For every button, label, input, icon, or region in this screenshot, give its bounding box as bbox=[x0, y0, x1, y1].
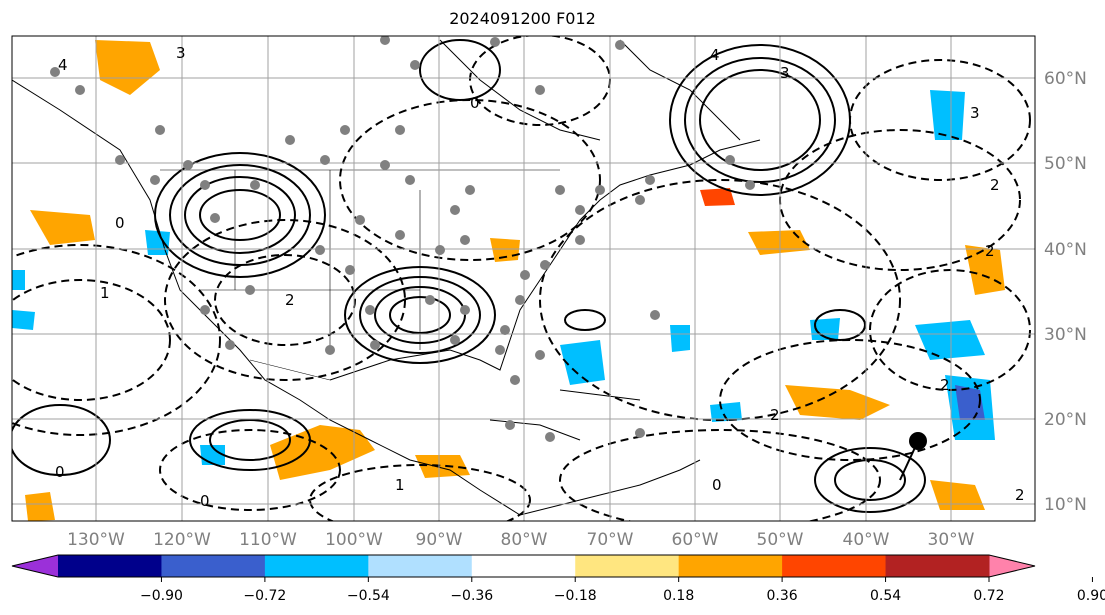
colorbar-segment bbox=[575, 555, 680, 577]
map-frame bbox=[11, 35, 1036, 522]
shade-orange bbox=[965, 245, 1005, 295]
colorbar-tick-label: −0.36 bbox=[450, 588, 493, 604]
shade-blue bbox=[12, 310, 35, 330]
colorbar-segment bbox=[368, 555, 473, 577]
colorbar-segment bbox=[471, 555, 576, 577]
colorbar-segment bbox=[264, 555, 369, 577]
contour-label: 2 bbox=[985, 242, 995, 260]
shade-darkblue bbox=[955, 385, 985, 420]
lon-label: 120°W bbox=[153, 530, 211, 550]
contour-label: 0 bbox=[470, 94, 480, 112]
lat-label: 50°N bbox=[1044, 154, 1087, 174]
map-title: 2024091200 F012 bbox=[449, 9, 596, 28]
shade-blue bbox=[670, 325, 690, 352]
shade-blue bbox=[930, 90, 965, 140]
colorbar-segment bbox=[58, 555, 162, 577]
contour-label: 1 bbox=[395, 476, 405, 494]
colorbar-tick-label: 0.36 bbox=[767, 588, 798, 604]
shade-orange bbox=[415, 455, 470, 478]
longitude-labels: 130°W 120°W 110°W 100°W 90°W 80°W 70°W 6… bbox=[67, 530, 975, 550]
colorbar-segment bbox=[161, 555, 266, 577]
shade-orange bbox=[95, 40, 160, 95]
colorbar-tick-label: 0.18 bbox=[663, 588, 694, 604]
latitude-labels: 60°N 50°N 40°N 30°N 20°N 10°N bbox=[1044, 69, 1087, 515]
colorbar-tick-label: −0.90 bbox=[140, 588, 183, 604]
lat-label: 40°N bbox=[1044, 240, 1087, 260]
colorbar-segment bbox=[782, 555, 887, 577]
lat-label: 30°N bbox=[1044, 325, 1087, 345]
shade-blue bbox=[560, 340, 605, 385]
contour-label: 2 bbox=[285, 291, 295, 309]
shade-blue bbox=[145, 230, 170, 255]
shade-orange bbox=[270, 425, 375, 480]
colorbar-segment bbox=[885, 555, 990, 577]
lon-label: 80°W bbox=[501, 530, 548, 550]
colorbar-tick-label: 0.72 bbox=[973, 588, 1004, 604]
contour-label: 3 bbox=[176, 44, 186, 62]
shade-orange bbox=[490, 238, 520, 262]
coastlines bbox=[12, 39, 761, 516]
contour-label: 3 bbox=[970, 104, 980, 122]
colorbar-tick-label: −0.18 bbox=[554, 588, 597, 604]
shade-orange bbox=[25, 492, 55, 521]
lon-label: 100°W bbox=[325, 530, 383, 550]
colorbar-segment bbox=[678, 555, 783, 577]
lon-label: 50°W bbox=[757, 530, 804, 550]
shade-blue bbox=[915, 320, 985, 360]
graticule bbox=[12, 36, 1035, 521]
lon-label: 60°W bbox=[672, 530, 719, 550]
colorbar-tick-label: −0.54 bbox=[347, 588, 390, 604]
colorbar-tick-label: 0.90 bbox=[1077, 588, 1105, 604]
lat-label: 10°N bbox=[1044, 495, 1087, 515]
contour-label: 1 bbox=[100, 284, 110, 302]
colorbar-outline bbox=[11, 554, 1036, 578]
lon-label: 30°W bbox=[928, 530, 975, 550]
contour-label: 0 bbox=[712, 476, 722, 494]
colorbar-tick-label: 0.54 bbox=[870, 588, 901, 604]
lat-label: 60°N bbox=[1044, 69, 1087, 89]
lon-label: 90°W bbox=[416, 530, 463, 550]
shade-red bbox=[700, 188, 735, 206]
contour-label: 0 bbox=[200, 492, 210, 510]
contour-label: 4 bbox=[58, 56, 68, 74]
lon-label: 130°W bbox=[67, 530, 125, 550]
contour-label: 0 bbox=[55, 463, 65, 481]
contour-label: 2 bbox=[990, 176, 1000, 194]
lat-label: 20°N bbox=[1044, 410, 1087, 430]
contour-label: 3 bbox=[780, 64, 790, 82]
shade-orange bbox=[30, 210, 95, 245]
contour-label: 2 bbox=[940, 376, 950, 394]
shade-blue bbox=[710, 402, 742, 422]
contours-positive bbox=[12, 39, 926, 513]
contour-label: 2 bbox=[770, 406, 780, 424]
shade-orange bbox=[930, 480, 985, 510]
contour-label: 2 bbox=[1015, 486, 1025, 504]
lon-label: 70°W bbox=[587, 530, 634, 550]
colorbar-tick-label: −0.72 bbox=[243, 588, 286, 604]
shade-blue bbox=[12, 270, 25, 290]
storm-track bbox=[899, 440, 919, 481]
shade-orange bbox=[785, 385, 890, 420]
lon-label: 40°W bbox=[843, 530, 890, 550]
contour-labels: 4 3 0 1 0 4 3 2 1 0 2 0 2 3 2 0 2 2 bbox=[55, 44, 1025, 510]
station-dots bbox=[50, 36, 755, 442]
lon-label: 110°W bbox=[239, 530, 297, 550]
colorbar: −0.90 −0.72 −0.54 −0.36 −0.18 0.18 0.36 0.54 0.7… bbox=[11, 554, 1105, 604]
contour-label: 4 bbox=[710, 46, 720, 64]
contour-label: 0 bbox=[115, 214, 125, 232]
colorbar-extend-min bbox=[12, 555, 58, 577]
colorbar-extend-max bbox=[989, 555, 1035, 577]
